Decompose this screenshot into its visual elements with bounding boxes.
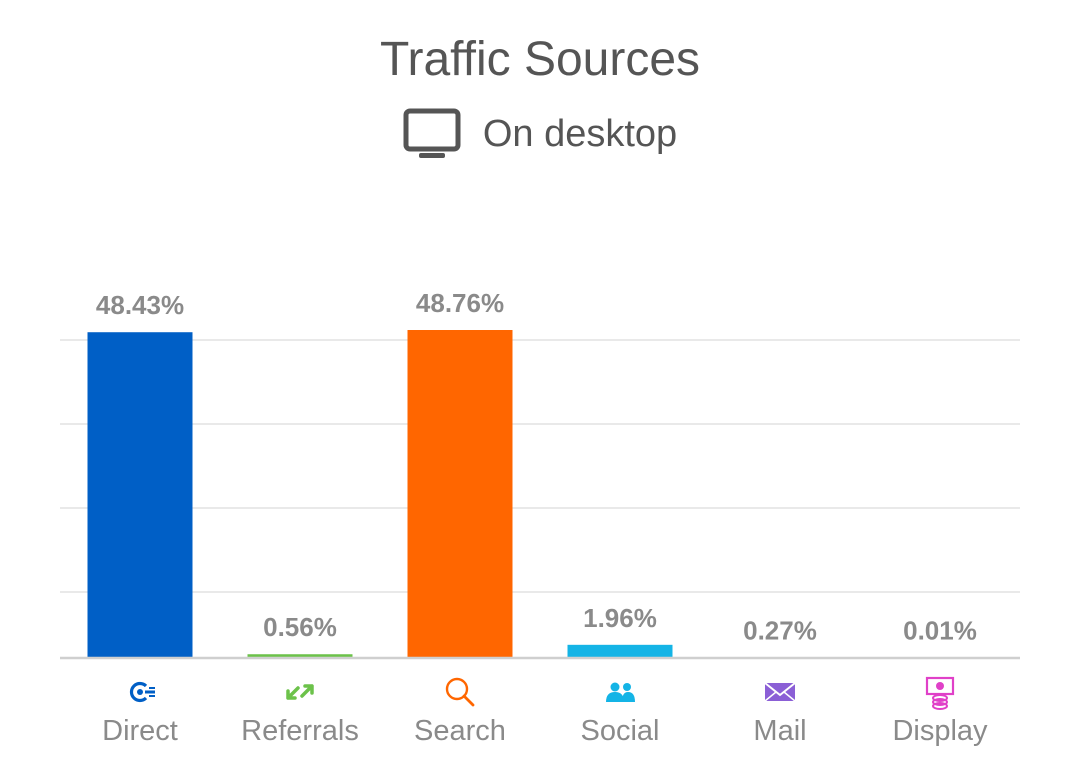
category-label-direct: Direct <box>102 715 178 747</box>
category-label-search: Search <box>414 715 506 747</box>
value-label-social: 1.96% <box>583 603 657 633</box>
bar-referrals <box>247 654 353 658</box>
chart-subtitle: On desktop <box>0 108 1080 160</box>
bar-search <box>407 330 513 658</box>
social-icon <box>606 682 635 702</box>
value-label-mail: 0.27% <box>743 616 817 646</box>
direct-icon <box>129 681 155 703</box>
display-icon <box>925 676 955 710</box>
value-label-direct: 48.43% <box>96 290 184 320</box>
referrals-icon <box>286 684 314 700</box>
category-label-display: Display <box>892 715 988 747</box>
bar-direct <box>87 332 193 658</box>
mail-icon <box>764 682 796 702</box>
chart-subtitle-text: On desktop <box>482 112 678 155</box>
value-label-search: 48.76% <box>416 288 504 318</box>
desktop-icon <box>403 108 461 160</box>
value-label-referrals: 0.56% <box>263 612 337 642</box>
category-label-mail: Mail <box>753 715 806 747</box>
bar-social <box>567 644 673 658</box>
value-label-display: 0.01% <box>903 616 977 646</box>
category-label-referrals: Referrals <box>241 715 359 747</box>
category-label-social: Social <box>581 715 660 747</box>
search-icon <box>445 677 475 707</box>
chart-title: Traffic Sources <box>379 33 701 86</box>
